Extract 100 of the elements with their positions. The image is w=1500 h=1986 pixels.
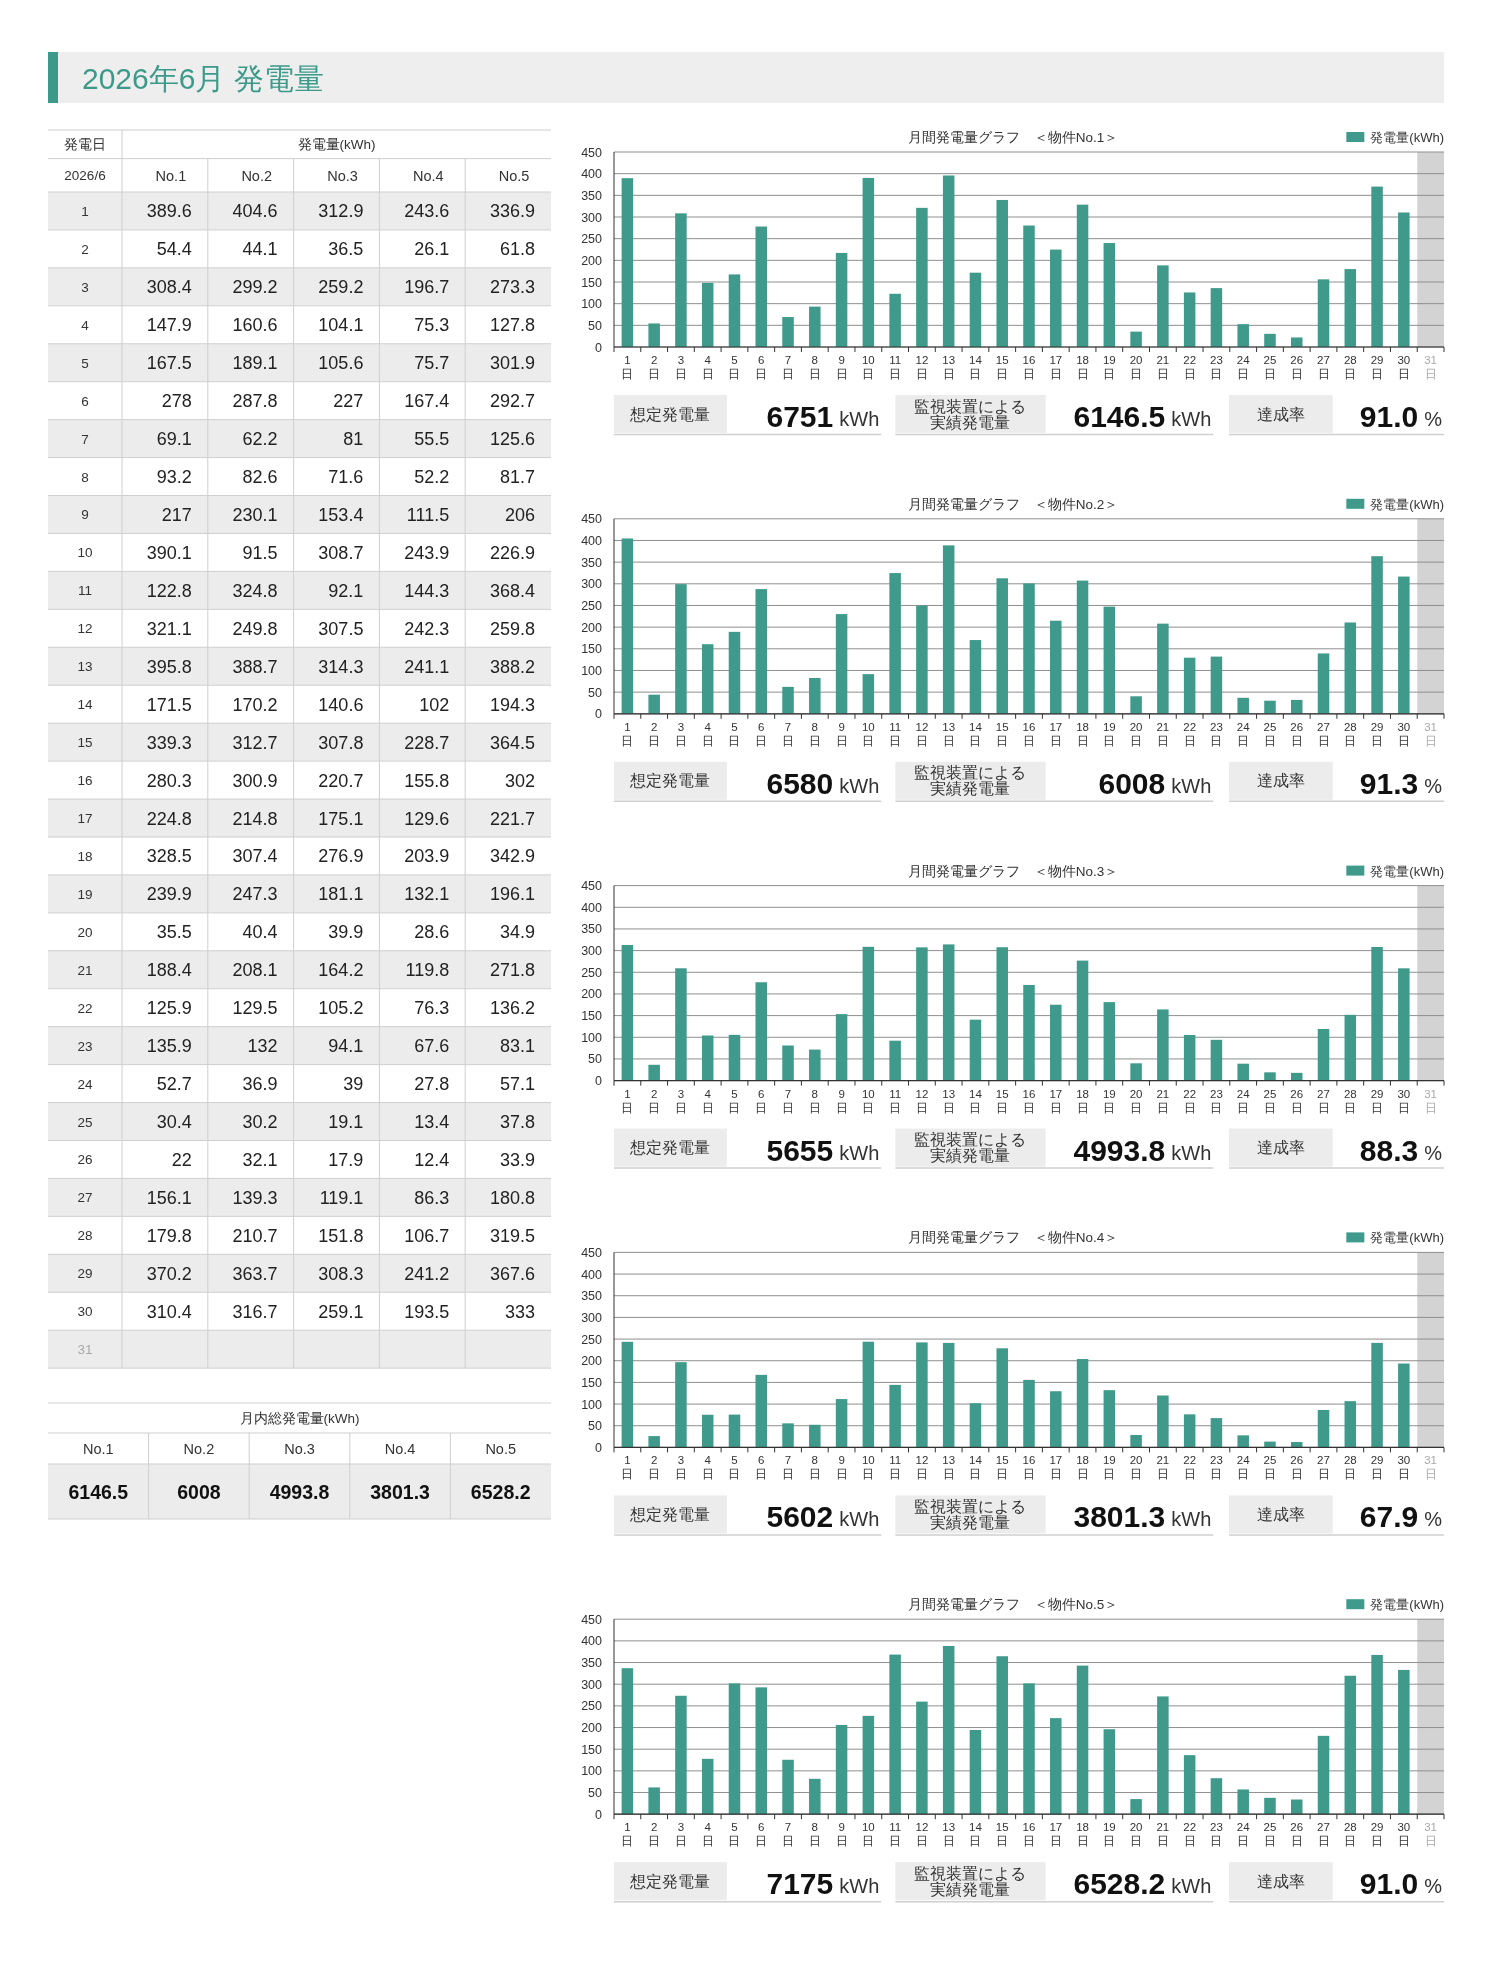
- bar: [621, 178, 634, 347]
- data-label: 300.9: [232, 770, 278, 791]
- bar: [1317, 1028, 1330, 1081]
- x-tick-label: 27 日: [1317, 354, 1330, 380]
- x-tick-label: 9 日: [835, 720, 848, 747]
- x-tick-label: 5 日: [728, 354, 741, 380]
- y-tick-label: 250: [581, 1699, 603, 1714]
- data-label: 367.6: [489, 1263, 535, 1284]
- data-label: 22: [171, 1149, 192, 1170]
- y-tick-label: 100: [581, 1030, 603, 1045]
- x-tick-label: 3 日: [674, 1087, 687, 1114]
- bar: [1398, 1363, 1410, 1448]
- chart-title: 月間発電量グラフ ＜物件No.5＞: [907, 1597, 1119, 1613]
- x-tick-label: 30 日: [1397, 1087, 1411, 1114]
- data-label: 119.8: [405, 960, 450, 981]
- data-label: 69.1: [156, 429, 192, 450]
- x-tick-label: 21 日: [1156, 1821, 1170, 1848]
- text: 2026年6月 発電量: [82, 62, 324, 95]
- data-label: 170.2: [232, 694, 278, 715]
- data-label: 314.3: [318, 656, 364, 677]
- x-tick-label: 8 日: [808, 720, 821, 747]
- text: 88.3: [1359, 1133, 1419, 1167]
- x-tick-label: 30 日: [1397, 720, 1411, 747]
- y-tick-label: 11: [77, 583, 93, 599]
- y-tick-label: 400: [581, 533, 603, 548]
- text: 達成率: [1256, 1139, 1305, 1157]
- data-label: 39: [343, 1074, 364, 1095]
- y-tick-label: 150: [581, 1742, 603, 1757]
- data-label: 27.8: [414, 1074, 450, 1095]
- y-tick-label: 450: [581, 879, 603, 894]
- data-label: 132: [247, 1036, 278, 1057]
- data-label: 243.9: [404, 542, 450, 563]
- bar: [862, 946, 875, 1081]
- bar: [996, 1656, 1008, 1815]
- data-label: 210.7: [232, 1225, 278, 1246]
- x-tick-label: 4 日: [701, 720, 714, 747]
- bar: [1103, 1002, 1116, 1081]
- bar: [1130, 1435, 1142, 1448]
- bar: [1157, 1395, 1169, 1448]
- bar: [1157, 1696, 1169, 1815]
- y-tick-label: 31: [77, 1342, 93, 1358]
- x-tick-label: 12 日: [915, 720, 929, 747]
- bar: [1210, 656, 1223, 714]
- data-label: 220.7: [318, 770, 364, 791]
- text: 想定発電量: [629, 1872, 711, 1890]
- y-tick-label: 400: [581, 900, 603, 915]
- y-tick-label: 0: [595, 340, 603, 355]
- x-tick-label: 21 日: [1156, 354, 1170, 380]
- data-label: 328.5: [146, 846, 192, 867]
- data-label: 333: [504, 1301, 535, 1322]
- x-tick-label: 23 日: [1210, 1087, 1223, 1114]
- bar: [969, 1403, 982, 1448]
- data-label: 324.8: [232, 580, 278, 601]
- bar: [1317, 1735, 1330, 1815]
- bar: [1210, 1039, 1223, 1081]
- data-label: 363.7: [232, 1263, 278, 1284]
- y-tick-label: 8: [81, 469, 89, 485]
- bar: [916, 605, 928, 714]
- bar: [1371, 1342, 1383, 1448]
- data-label: 155.8: [404, 770, 450, 791]
- data-label: 104.1: [318, 315, 364, 336]
- data-label: 147.9: [146, 315, 192, 336]
- y-tick-label: 5: [81, 355, 89, 371]
- x-tick-label: 17 日: [1049, 1087, 1063, 1114]
- text: 監視装置による実績発電量: [914, 1497, 1027, 1531]
- x-tick-label: 17 日: [1049, 354, 1063, 380]
- y-tick-label: 0: [595, 1807, 603, 1822]
- data-label: 259.8: [489, 618, 535, 639]
- x-tick-label: 23 日: [1210, 354, 1223, 380]
- x-tick-label: 24 日: [1236, 1087, 1251, 1114]
- data-label: 321.1: [146, 618, 192, 639]
- bar: [1344, 1675, 1357, 1815]
- text: 5655: [766, 1133, 834, 1167]
- x-tick-label: 5 日: [728, 1087, 741, 1114]
- x-tick-label: No.1: [82, 1441, 114, 1457]
- x-tick-label: 29 日: [1370, 1821, 1384, 1848]
- text: %: [1424, 408, 1443, 430]
- x-tick-label: 19 日: [1102, 1087, 1116, 1114]
- text: 91.0: [1359, 400, 1419, 433]
- chart-title: 月間発電量グラフ ＜物件No.2＞: [907, 496, 1119, 512]
- data-label: 307.8: [318, 732, 364, 753]
- data-label: 319.5: [489, 1225, 535, 1246]
- x-tick-label: 10 日: [861, 1821, 875, 1848]
- x-tick-label: 12 日: [915, 354, 929, 380]
- data-label: 94.1: [328, 1036, 364, 1057]
- x-tick-label: 18 日: [1076, 720, 1089, 747]
- y-tick-label: 200: [581, 1721, 603, 1736]
- text: 達成率: [1256, 772, 1305, 790]
- bar: [862, 177, 875, 347]
- x-tick-label: 26 日: [1290, 720, 1304, 747]
- data-label: 125.6: [489, 429, 535, 450]
- x-tick-label: 20 日: [1129, 1821, 1143, 1848]
- bar: [1076, 960, 1089, 1081]
- y-tick-label: 100: [581, 297, 603, 312]
- bar: [675, 213, 687, 347]
- bar: [1050, 1004, 1062, 1081]
- bar: [916, 1701, 928, 1815]
- bar: [969, 1730, 982, 1815]
- x-tick-label: 2 日: [648, 1821, 661, 1848]
- y-tick-label: 6: [81, 393, 89, 409]
